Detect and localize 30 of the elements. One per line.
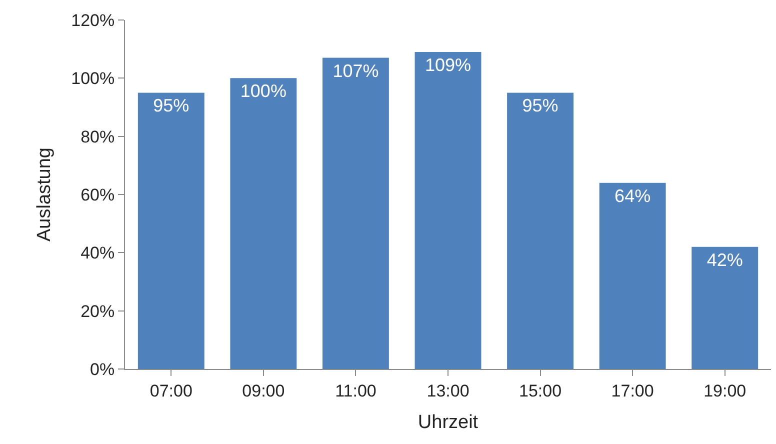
x-tick-label: 15:00 xyxy=(519,381,562,400)
y-tick-label: 20% xyxy=(80,302,115,321)
x-tick-label: 11:00 xyxy=(335,381,376,400)
data-label: 95% xyxy=(522,96,558,116)
bar xyxy=(599,182,666,369)
x-tick-label: 13:00 xyxy=(426,381,470,400)
data-label: 107% xyxy=(332,60,379,81)
data-label: 42% xyxy=(706,250,743,270)
bar xyxy=(507,92,574,369)
x-tick-label: 17:00 xyxy=(611,381,654,400)
x-tick-label: 07:00 xyxy=(150,381,192,400)
data-label: 64% xyxy=(614,186,651,206)
y-tick-label: 60% xyxy=(80,185,115,204)
y-tick-label: 80% xyxy=(80,127,115,146)
y-tick-label: 40% xyxy=(80,244,115,263)
bar xyxy=(414,52,482,369)
bar xyxy=(230,78,297,369)
x-axis-title: Uhrzeit xyxy=(418,412,479,434)
y-axis-title: Auslastung xyxy=(34,147,55,242)
bar xyxy=(322,58,389,369)
x-tick-label: 19:00 xyxy=(704,381,746,400)
bar xyxy=(692,246,758,369)
data-label: 100% xyxy=(240,81,286,102)
bar xyxy=(138,92,204,369)
y-tick-label: 100% xyxy=(71,69,115,88)
data-label: 109% xyxy=(424,54,472,75)
y-tick-label: 0% xyxy=(90,360,115,379)
data-label: 95% xyxy=(153,96,190,116)
y-tick-label: 120% xyxy=(71,10,115,30)
x-tick-label: 09:00 xyxy=(242,381,285,400)
